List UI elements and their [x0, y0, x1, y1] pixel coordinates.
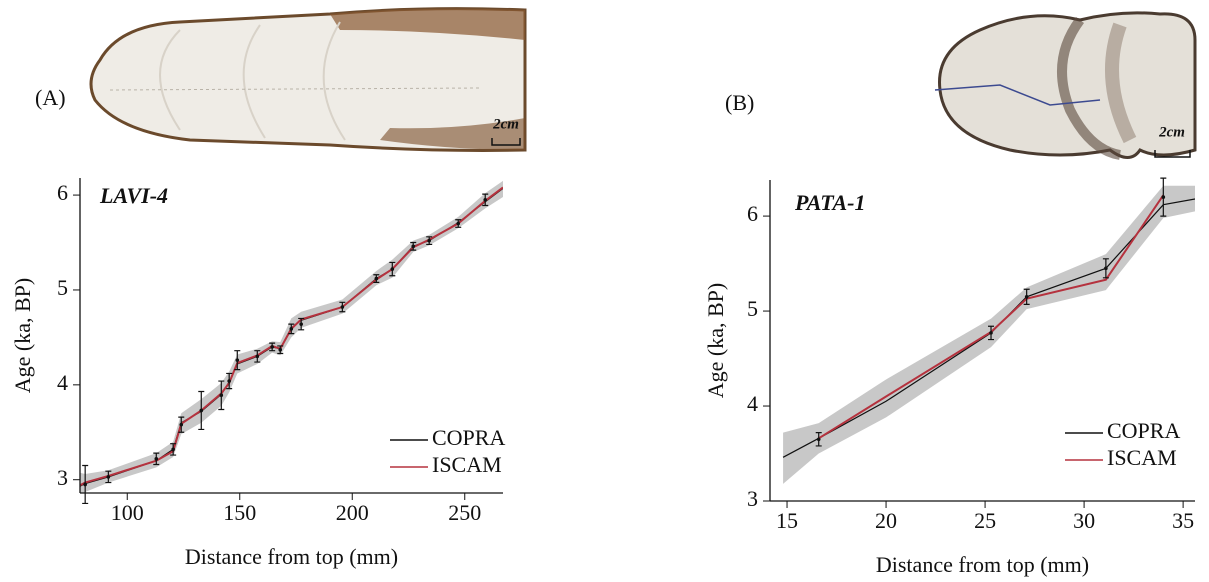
- date-point: [390, 267, 395, 271]
- legend-label: ISCAM: [1107, 445, 1177, 470]
- x-axis-label: Distance from top (mm): [185, 544, 398, 569]
- y-tick-label: 4: [747, 391, 758, 416]
- stalagmite-photo-b: [934, 11, 1197, 160]
- y-tick-label: 6: [747, 201, 758, 226]
- y-axis-label: Age (ka, BP): [10, 278, 35, 393]
- panel-label: (A): [35, 85, 66, 110]
- x-tick-label: 20: [875, 508, 897, 533]
- date-point: [456, 221, 461, 226]
- date-point: [106, 475, 111, 479]
- x-axis-label: Distance from top (mm): [876, 552, 1089, 577]
- y-tick-label: 5: [57, 275, 68, 300]
- date-point: [235, 358, 240, 362]
- date-point: [1024, 295, 1029, 299]
- x-tick-label: 150: [223, 500, 256, 525]
- date-point: [374, 276, 379, 281]
- y-tick-label: 6: [57, 180, 68, 205]
- x-tick-label: 200: [336, 500, 369, 525]
- date-point: [255, 354, 260, 359]
- y-tick-label: 3: [747, 486, 758, 511]
- x-tick-label: 15: [776, 508, 798, 533]
- date-point: [171, 447, 175, 452]
- y-tick-label: 3: [57, 465, 68, 490]
- x-tick-label: 30: [1073, 508, 1095, 533]
- y-tick-label: 4: [57, 370, 68, 395]
- date-point: [816, 437, 821, 442]
- x-tick-label: 25: [974, 508, 996, 533]
- date-point: [83, 482, 87, 487]
- date-point: [278, 347, 283, 352]
- x-tick-label: 35: [1172, 508, 1194, 533]
- date-point: [199, 408, 204, 413]
- scale-bar-label: 2cm: [1158, 124, 1185, 140]
- y-axis-label: Age (ka, BP): [703, 283, 728, 398]
- date-point: [179, 422, 184, 427]
- date-point: [340, 305, 345, 309]
- legend-label: COPRA: [1107, 418, 1180, 443]
- date-point: [289, 327, 294, 331]
- date-point: [270, 345, 274, 349]
- date-point: [427, 238, 432, 243]
- date-point: [483, 198, 488, 202]
- legend-label: COPRA: [432, 425, 505, 450]
- chart-title: PATA-1: [794, 190, 866, 215]
- stalagmite-photo-a: [89, 7, 527, 152]
- y-tick-label: 5: [747, 296, 758, 321]
- x-tick-label: 250: [448, 500, 481, 525]
- date-point: [1161, 195, 1166, 199]
- panel-label: (B): [725, 90, 754, 115]
- legend-label: ISCAM: [432, 452, 502, 477]
- date-point: [219, 393, 224, 398]
- date-point: [299, 322, 303, 326]
- chart-title: LAVI-4: [99, 183, 168, 208]
- uncertainty-band: [80, 180, 503, 493]
- date-point: [1104, 266, 1108, 271]
- x-tick-label: 100: [111, 500, 144, 525]
- age-model-line: [818, 194, 1165, 440]
- date-point: [411, 244, 416, 249]
- date-point: [989, 331, 993, 335]
- date-point: [227, 379, 231, 383]
- scale-bar-label: 2cm: [492, 116, 519, 132]
- date-point: [154, 457, 159, 461]
